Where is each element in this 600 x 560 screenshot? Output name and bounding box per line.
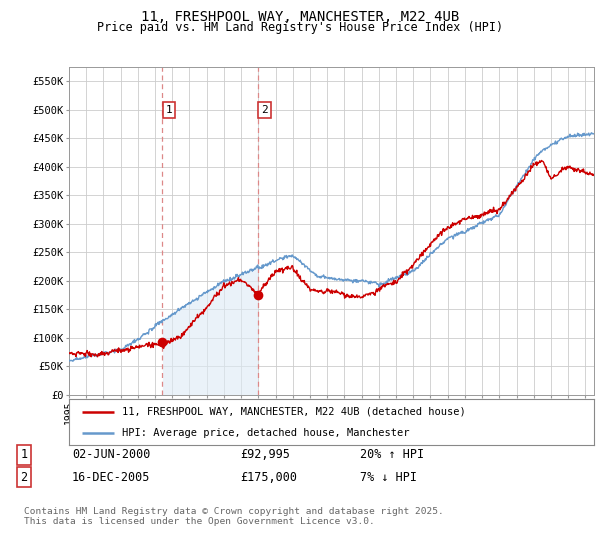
Text: Price paid vs. HM Land Registry's House Price Index (HPI): Price paid vs. HM Land Registry's House … <box>97 21 503 34</box>
Text: £92,995: £92,995 <box>240 448 290 461</box>
Text: 20% ↑ HPI: 20% ↑ HPI <box>360 448 424 461</box>
Text: 1: 1 <box>166 105 172 115</box>
Text: Contains HM Land Registry data © Crown copyright and database right 2025.
This d: Contains HM Land Registry data © Crown c… <box>24 507 444 526</box>
Text: 02-JUN-2000: 02-JUN-2000 <box>72 448 151 461</box>
Text: 11, FRESHPOOL WAY, MANCHESTER, M22 4UB: 11, FRESHPOOL WAY, MANCHESTER, M22 4UB <box>141 10 459 24</box>
Text: 2: 2 <box>261 105 268 115</box>
Text: 16-DEC-2005: 16-DEC-2005 <box>72 470 151 484</box>
Text: HPI: Average price, detached house, Manchester: HPI: Average price, detached house, Manc… <box>121 428 409 438</box>
Text: 1: 1 <box>20 448 28 461</box>
Text: 11, FRESHPOOL WAY, MANCHESTER, M22 4UB (detached house): 11, FRESHPOOL WAY, MANCHESTER, M22 4UB (… <box>121 407 465 417</box>
Text: 2: 2 <box>20 470 28 484</box>
Text: £175,000: £175,000 <box>240 470 297 484</box>
Text: 7% ↓ HPI: 7% ↓ HPI <box>360 470 417 484</box>
